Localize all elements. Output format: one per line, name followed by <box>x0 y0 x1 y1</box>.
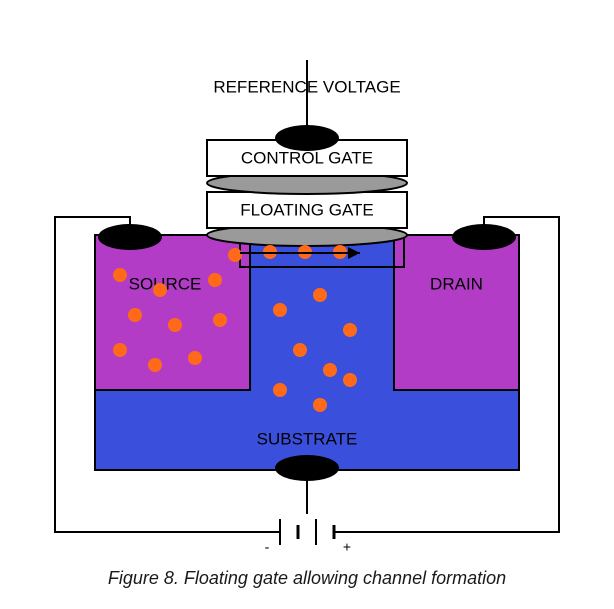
drain-label: DRAIN <box>430 274 483 293</box>
transistor-diagram: FLOATING GATE CONTROL GATE REFERENCE VOLTA… <box>20 20 594 560</box>
floating-gate-label: FLOATING GATE <box>240 200 374 219</box>
control-gate-label: CONTROL GATE <box>241 148 373 167</box>
battery-plus-label: + <box>343 539 351 555</box>
figure-container: FLOATING GATE CONTROL GATE REFERENCE VOLTA… <box>20 20 594 589</box>
reference-voltage-label: REFERENCE VOLTAGE <box>213 77 400 96</box>
drain-terminal <box>452 224 516 250</box>
substrate-terminal <box>275 455 339 481</box>
figure-caption: Figure 8. Floating gate allowing channel… <box>20 560 594 589</box>
source-region <box>95 235 250 390</box>
battery-minus-label: - <box>265 539 270 555</box>
substrate-label: SUBSTRATE <box>257 429 358 448</box>
drain-region <box>394 235 519 390</box>
source-terminal <box>98 224 162 250</box>
